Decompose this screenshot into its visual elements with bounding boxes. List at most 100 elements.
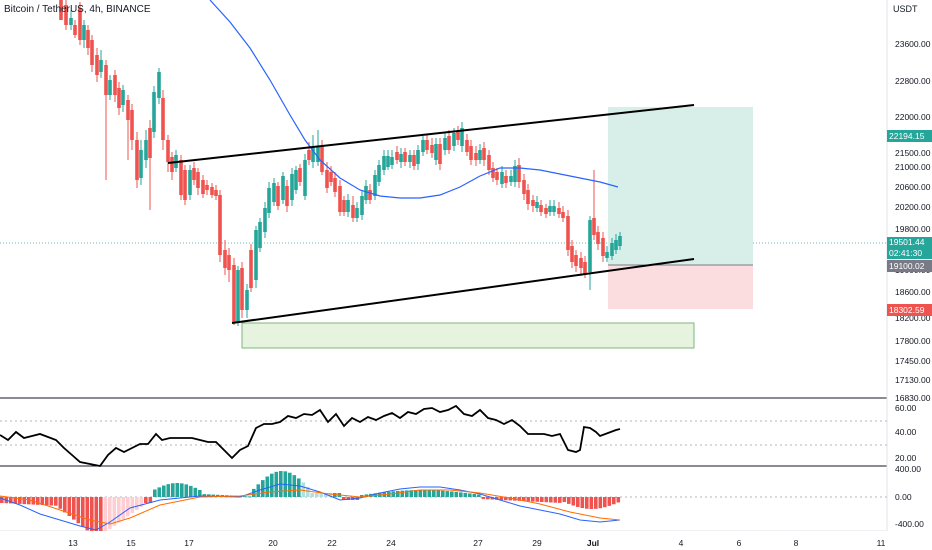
macd-histogram-bar [117,497,121,523]
last-price-value: 19501.44 [889,237,925,247]
macd-histogram-bar [243,496,247,498]
macd-line [0,483,621,531]
candle [316,146,320,162]
candle [196,172,200,188]
candle [113,75,117,95]
macd-histogram-bar [607,497,612,506]
macd-histogram-bar [585,497,589,509]
candle [135,140,139,180]
rsi-tick-label: 60.00 [895,403,917,413]
candle [386,156,390,167]
candle [360,196,364,215]
candle [148,128,152,158]
macd-histogram-bar [481,497,486,500]
candle [452,133,456,146]
candle [78,8,82,40]
rsi-line [0,404,621,467]
macd-histogram-bar [112,497,117,526]
macd-histogram-bar [522,497,526,502]
price-tick-label: 22000.00 [895,112,931,122]
macd-histogram-bar [121,497,126,520]
candle [399,154,403,162]
candle [364,186,368,200]
candle [108,80,112,95]
candle [117,88,121,108]
macd-histogram-bar [616,497,621,503]
macd-histogram-bar [364,494,369,497]
macd-tick-label: 0.00 [895,492,912,502]
macd-histogram-bar [603,497,607,508]
candle [579,258,583,268]
candle [320,146,324,172]
candle [338,186,342,212]
candle [469,146,473,160]
date-tick-label: Jul [586,538,600,548]
macd-histogram-bar [49,497,54,506]
candle [583,262,587,274]
macd-histogram-bar [207,494,211,497]
macd-histogram-bar [72,497,76,520]
candle [205,185,209,190]
macd-histogram-bar [454,491,459,497]
macd-histogram-bar [504,497,508,501]
macd-histogram-bar [535,497,540,502]
candle [170,157,174,172]
macd-histogram-bar [549,497,553,503]
candle [254,230,258,280]
candle [588,220,592,272]
candle [566,216,570,250]
date-tick-label: 15 [126,538,136,548]
candle [601,238,605,256]
macd-histogram-bar [252,488,256,497]
macd-tick-label: 400.00 [895,464,921,474]
candle [157,72,161,98]
time-axis-bar[interactable] [0,531,932,550]
candle [267,188,271,213]
macd-histogram-bar [499,497,504,500]
candle [276,186,280,206]
macd-histogram-bar [202,494,207,497]
candle [403,152,407,162]
candle [596,232,600,244]
candle [456,132,460,140]
macd-histogram-bar [571,497,576,506]
candle [240,268,244,310]
candle [544,208,548,214]
macd-histogram-bar [400,490,405,497]
date-tick-label: 13 [68,538,78,548]
candle [258,222,262,248]
candle [531,200,535,206]
stop-zone [608,265,753,309]
candle [412,155,416,166]
candle [509,176,513,182]
date-tick-label: 17 [184,538,194,548]
macd-histogram-bar [463,492,468,497]
price-tick-label: 20600.00 [895,182,931,192]
candle [121,90,125,105]
macd-histogram-bar [175,483,180,497]
price-tick-label: 22800.00 [895,76,931,86]
candle [447,136,451,150]
currency-label[interactable]: USDT [893,4,918,14]
candle [438,144,442,164]
symbol-title[interactable]: Bitcoin / TetherUS, 4h, BINANCE [4,4,151,15]
moving-average-line [209,0,619,199]
candle [95,55,99,75]
macd-histogram-bar [157,487,162,497]
candle [526,190,530,204]
macd-histogram-bar [333,493,337,497]
candle [425,140,429,150]
candle [290,174,294,200]
candle [482,148,486,160]
macd-histogram-bar [414,490,418,497]
candle [263,208,267,232]
macd-histogram-bar [63,497,67,513]
macd-histogram-bar [297,478,301,497]
macd-histogram-bar [45,497,49,506]
macd-histogram-bar [427,490,432,497]
candle [395,152,399,160]
macd-histogram-bar [562,497,567,503]
macd-histogram-bar [193,487,198,497]
